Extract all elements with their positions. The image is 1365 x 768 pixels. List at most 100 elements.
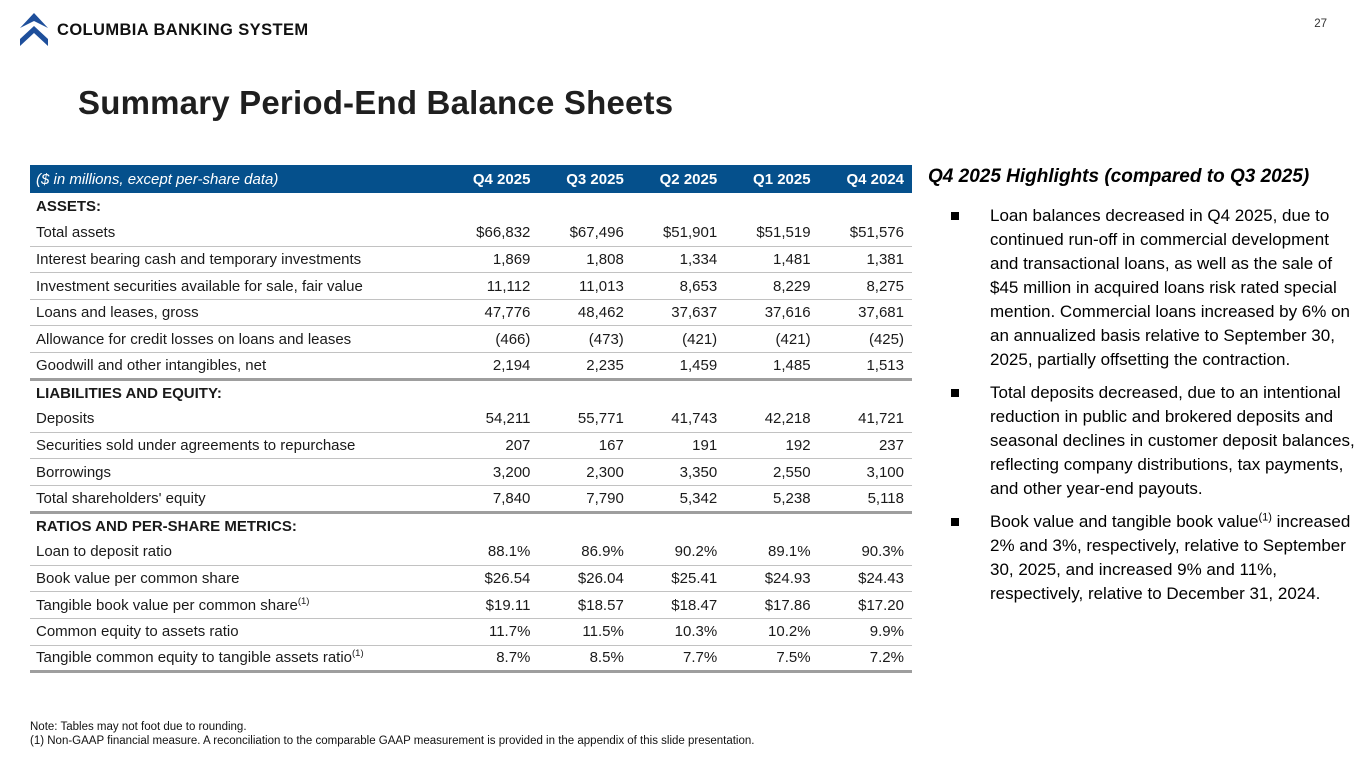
cell-value: 1,381 [818, 246, 912, 274]
highlights-heading: Q4 2025 Highlights (compared to Q3 2025) [928, 166, 1310, 187]
cell-value: 5,238 [725, 485, 819, 514]
footnote-non-gaap: (1) Non-GAAP financial measure. A reconc… [30, 735, 755, 747]
cell-value: (425) [818, 325, 912, 354]
cell-value: 11.5% [538, 618, 632, 646]
cell-value: 10.2% [725, 618, 819, 646]
cell-value: 3,200 [445, 458, 539, 487]
highlight-bullet: Loan balances decreased in Q4 2025, due … [928, 204, 1358, 372]
footnote-rounding: Note: Tables may not foot due to roundin… [30, 721, 247, 733]
cell-value: 3,100 [818, 458, 912, 487]
cell-value: $51,576 [818, 219, 912, 247]
brand: COLUMBIA BANKING SYSTEM [20, 13, 309, 47]
cell-value: $51,519 [725, 219, 819, 247]
cell-value: 37,637 [631, 299, 726, 327]
cell-value: 54,211 [445, 405, 539, 433]
cell-value: 2,550 [725, 458, 819, 487]
cell-value: (466) [445, 325, 539, 354]
cell-value: 41,721 [818, 405, 912, 433]
cell-value: 2,235 [538, 352, 632, 381]
cell-value: 8,275 [818, 272, 912, 300]
table-row: Investment securities available for sale… [30, 272, 912, 300]
table-row: Allowance for credit losses on loans and… [30, 325, 912, 354]
cell-value: $24.43 [818, 565, 912, 593]
column-header: Q4 2025 [445, 165, 539, 193]
highlight-bullet: Total deposits decreased, due to an inte… [928, 381, 1358, 501]
balance-sheet-table: ($ in millions, except per-share data) Q… [30, 165, 912, 674]
cell-value: 1,481 [725, 246, 819, 274]
cell-value: 11,013 [538, 272, 632, 300]
highlights-list: Loan balances decreased in Q4 2025, due … [928, 204, 1358, 606]
cell-value: 9.9% [818, 618, 912, 646]
cell-value: 90.3% [818, 538, 912, 566]
row-label: Investment securities available for sale… [30, 272, 446, 300]
cell-value: 86.9% [538, 538, 632, 566]
page-number: 27 [1314, 18, 1327, 30]
cell-value: 167 [538, 432, 632, 460]
cell-value: $24.93 [725, 565, 819, 593]
column-header: Q3 2025 [538, 165, 632, 193]
row-label: Loans and leases, gross [30, 299, 446, 327]
row-label: Common equity to assets ratio [30, 618, 446, 646]
table-row: Common equity to assets ratio 11.7% 11.5% 1… [30, 618, 912, 646]
cell-value: 89.1% [725, 538, 819, 566]
cell-value: 237 [818, 432, 912, 460]
cell-value: $19.11 [445, 591, 539, 619]
table-row: Tangible common equity to tangible asset… [30, 645, 912, 674]
row-label: Borrowings [30, 458, 446, 487]
page-title: Summary Period-End Balance Sheets [78, 84, 674, 121]
cell-value: (421) [725, 325, 819, 354]
cell-value: 37,616 [725, 299, 819, 327]
section-row: LIABILITIES AND EQUITY: [30, 379, 912, 406]
cell-value: 5,118 [818, 485, 912, 514]
table-row: Borrowings 3,200 2,300 3,350 2,550 3,100 [30, 458, 912, 487]
section-row: ASSETS: [30, 193, 912, 220]
highlight-bullet: Book value and tangible book value(1) in… [928, 510, 1358, 606]
column-header: Q2 2025 [631, 165, 726, 193]
cell-value: 2,194 [445, 352, 539, 381]
cell-value: 207 [445, 432, 539, 460]
row-label: Book value per common share [30, 565, 446, 593]
table-row: Total shareholders' equity 7,840 7,790 5,34… [30, 485, 912, 514]
cell-value: 7.7% [631, 645, 726, 674]
table-header-row: ($ in millions, except per-share data) Q… [30, 165, 912, 193]
cell-value: $67,496 [538, 219, 632, 247]
row-label: Deposits [30, 405, 446, 433]
table-caption: ($ in millions, except per-share data) [30, 165, 446, 193]
cell-value: 1,808 [538, 246, 632, 274]
footnote-ref: (1) [297, 595, 310, 607]
table-row: Securities sold under agreements to repu… [30, 432, 912, 460]
table-row: Goodwill and other intangibles, net 2,194… [30, 352, 912, 381]
footnote-ref: (1) [352, 648, 364, 660]
cell-value: 1,485 [725, 352, 819, 381]
highlights-panel: Q4 2025 Highlights (compared to Q3 2025)… [928, 166, 1358, 615]
table-row: Loan to deposit ratio 88.1% 86.9% 90.2% 89.1… [30, 538, 912, 566]
balance-sheet-body: ASSETS: Total assets $66,832 $67,496 $51,901… [30, 193, 912, 674]
table-row: Book value per common share $26.54 $26.04 $… [30, 565, 912, 593]
cell-value: $26.54 [445, 565, 539, 593]
cell-value: 8,653 [631, 272, 726, 300]
cell-value: 88.1% [445, 538, 539, 566]
highlight-text: increased 2% and 3%, respectively, relat… [990, 512, 1351, 603]
cell-value: 7.2% [818, 645, 912, 674]
cell-value: 3,350 [631, 458, 726, 487]
highlight-text: Book value and tangible book value [990, 512, 1259, 531]
cell-value: 1,459 [631, 352, 726, 381]
columbia-chevron-logo-icon [20, 13, 48, 47]
row-label: Tangible common equity to tangible asset… [30, 645, 446, 674]
cell-value: 1,513 [818, 352, 912, 381]
cell-value: 90.2% [631, 538, 726, 566]
cell-value: 5,342 [631, 485, 726, 514]
cell-value: 10.3% [631, 618, 726, 646]
cell-value: 48,462 [538, 299, 632, 327]
cell-value: (473) [538, 325, 632, 354]
cell-value: 7.5% [725, 645, 819, 674]
cell-value: (421) [631, 325, 726, 354]
table-row: Total assets $66,832 $67,496 $51,901 $51,519… [30, 219, 912, 247]
row-label: Securities sold under agreements to repu… [30, 432, 446, 460]
cell-value: $25.41 [631, 565, 726, 593]
cell-value: $26.04 [538, 565, 632, 593]
cell-value: 2,300 [538, 458, 632, 487]
column-header: Q4 2024 [818, 165, 912, 193]
highlight-text: Loan balances decreased in Q4 2025, due … [990, 206, 1351, 369]
cell-value: 1,869 [445, 246, 539, 274]
